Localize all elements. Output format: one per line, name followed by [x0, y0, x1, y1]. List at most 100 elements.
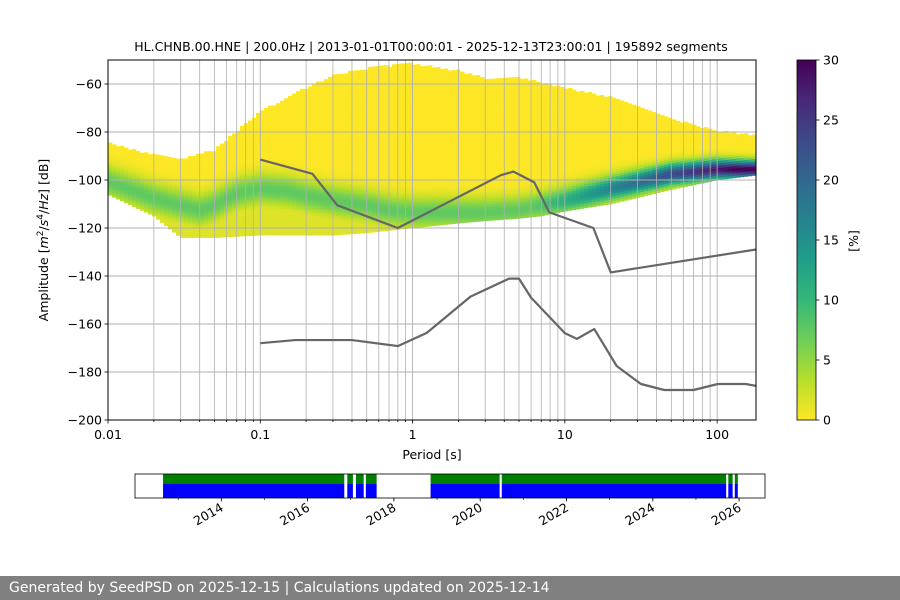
heatmap-cell	[464, 174, 469, 178]
heatmap-cell	[200, 187, 205, 190]
heatmap-cell	[264, 112, 269, 116]
heatmap-cell	[360, 81, 365, 85]
heatmap-cell	[388, 124, 393, 128]
heatmap-cell	[308, 192, 313, 195]
heatmap-cell	[164, 187, 169, 191]
heatmap-cell	[292, 112, 297, 116]
heatmap-cell	[336, 208, 341, 212]
heatmap-cell	[484, 83, 489, 87]
heatmap-cell	[316, 151, 321, 154]
heatmap-cell	[180, 213, 185, 217]
heatmap-cell	[460, 124, 465, 128]
heatmap-cell	[368, 143, 373, 147]
heatmap-cell	[372, 90, 377, 94]
heatmap-cell	[424, 120, 429, 124]
heatmap-cell	[380, 125, 385, 129]
heatmap-cell	[332, 129, 337, 133]
heatmap-cell	[308, 86, 313, 90]
heatmap-cell	[268, 182, 273, 186]
heatmap-cell	[256, 120, 261, 123]
heatmap-cell	[256, 206, 261, 210]
heatmap-cell	[288, 232, 293, 236]
heatmap-cell	[352, 125, 357, 129]
heatmap-cell	[432, 105, 437, 109]
heatmap-cell	[296, 180, 301, 183]
heatmap-cell	[452, 185, 457, 188]
heatmap-cell	[148, 156, 153, 160]
heatmap-cell	[488, 102, 493, 106]
heatmap-cell	[412, 143, 417, 147]
heatmap-cell	[448, 185, 453, 189]
heatmap-cell	[336, 95, 341, 99]
heatmap-cell	[424, 142, 429, 146]
heatmap-cell	[324, 175, 329, 178]
heatmap-cell	[336, 155, 341, 159]
heatmap-cell	[416, 73, 421, 77]
heatmap-cell	[172, 217, 177, 221]
heatmap-cell	[252, 218, 257, 222]
heatmap-cell	[200, 156, 205, 159]
heatmap-cell	[252, 201, 257, 205]
heatmap-cell	[348, 94, 353, 98]
heatmap-cell	[316, 204, 321, 207]
heatmap-cell	[176, 228, 181, 231]
heatmap-cell	[340, 121, 345, 125]
heatmap-cell	[428, 156, 433, 160]
heatmap-cell	[216, 189, 221, 193]
heatmap-cell	[316, 100, 321, 104]
heatmap-cell	[420, 198, 425, 201]
heatmap-cell	[132, 163, 137, 167]
heatmap-cell	[436, 107, 441, 111]
heatmap-cell	[336, 81, 341, 84]
heatmap-cell	[288, 98, 293, 102]
heatmap-cell	[276, 115, 281, 118]
heatmap-cell	[452, 151, 457, 155]
heatmap-cell	[300, 206, 305, 210]
heatmap-cell	[440, 181, 445, 185]
heatmap-cell	[128, 149, 133, 153]
heatmap-cell	[384, 168, 389, 172]
heatmap-cell	[148, 209, 153, 213]
heatmap-cell	[268, 225, 273, 229]
heatmap-cell	[316, 144, 321, 147]
heatmap-cell	[280, 112, 285, 116]
heatmap-cell	[300, 228, 305, 231]
heatmap-cell	[436, 117, 441, 121]
heatmap-cell	[296, 211, 301, 214]
heatmap-cell	[236, 183, 241, 187]
heatmap-cell	[384, 182, 389, 186]
heatmap-cell	[160, 215, 165, 219]
heatmap-cell	[424, 224, 429, 227]
heatmap-cell	[164, 163, 169, 167]
heatmap-cell	[196, 208, 201, 212]
heatmap-cell	[148, 190, 153, 193]
heatmap-cell	[164, 160, 169, 164]
heatmap-cell	[376, 99, 381, 103]
heatmap-cell	[200, 216, 205, 219]
heatmap-cell	[412, 155, 417, 159]
heatmap-cell	[376, 97, 381, 100]
heatmap-cell	[276, 160, 281, 164]
heatmap-cell	[308, 146, 313, 150]
heatmap-cell	[264, 124, 269, 128]
heatmap-cell	[388, 227, 393, 231]
heatmap-cell	[236, 224, 241, 228]
heatmap-cell	[192, 235, 197, 238]
heatmap-cell	[232, 195, 237, 199]
heatmap-cell	[392, 64, 397, 67]
heatmap-cell	[340, 232, 345, 235]
heatmap-cell	[332, 86, 337, 90]
heatmap-cell	[148, 163, 153, 167]
heatmap-cell	[328, 177, 333, 181]
heatmap-cell	[348, 123, 353, 127]
heatmap-cell	[196, 199, 201, 202]
heatmap-cell	[432, 115, 437, 119]
heatmap-cell	[300, 189, 305, 193]
heatmap-cell	[332, 115, 337, 118]
heatmap-cell	[148, 194, 153, 198]
heatmap-cell	[192, 199, 197, 202]
heatmap-cell	[364, 105, 369, 109]
heatmap-cell	[452, 139, 457, 143]
heatmap-cell	[208, 156, 213, 159]
heatmap-cell	[412, 153, 417, 157]
